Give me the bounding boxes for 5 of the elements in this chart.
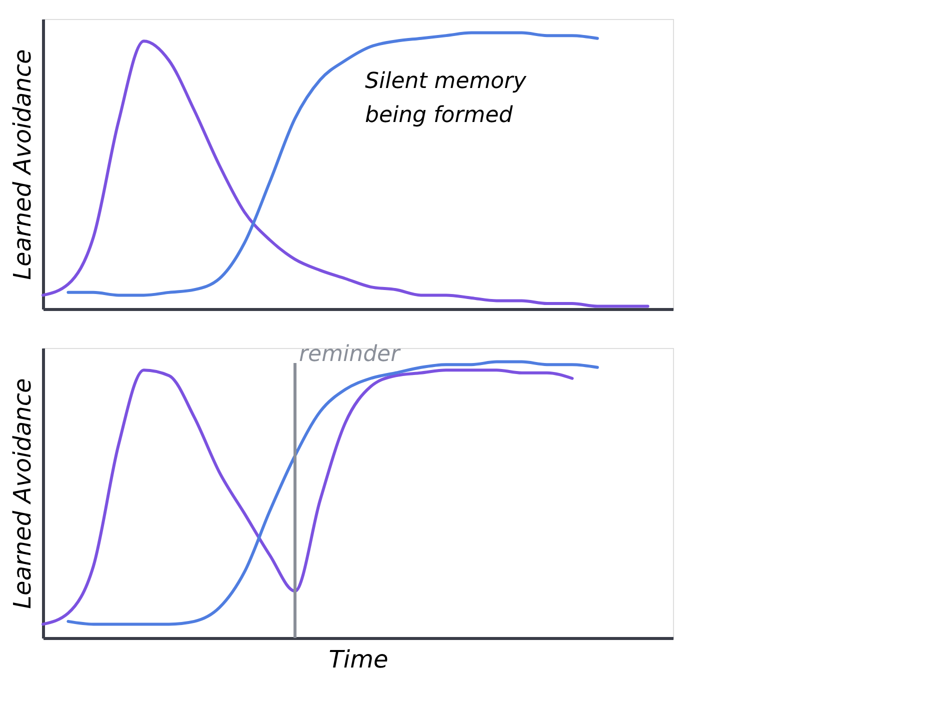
- annotation: Silent memory being formed: [365, 69, 528, 128]
- annotation: reminder: [299, 342, 402, 367]
- x-axis-title: Time: [328, 646, 388, 674]
- y-axis-title: Learned Avoidance: [8, 378, 36, 609]
- y-axis-title: Learned Avoidance: [8, 49, 36, 280]
